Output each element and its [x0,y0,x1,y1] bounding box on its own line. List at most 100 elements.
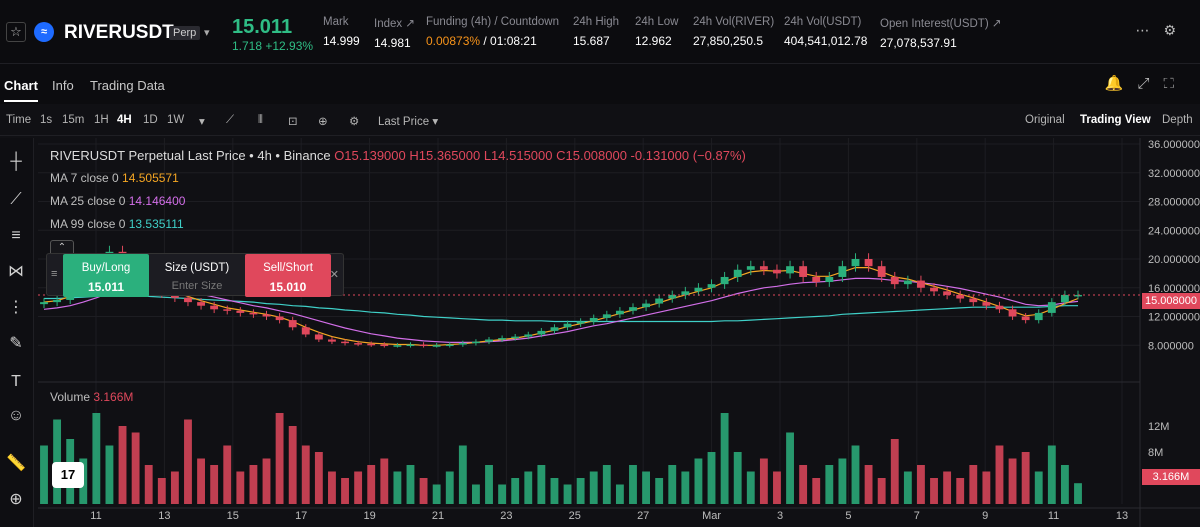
candle-body [40,302,48,305]
size-input[interactable]: Size (USDT) Enter Size [149,254,245,297]
interval-1d[interactable]: 1D [143,114,158,126]
text-tool-icon[interactable]: T [11,373,21,390]
candle-body [681,291,690,295]
candle-body [969,298,978,303]
symbol-dropdown-icon[interactable]: ▾ [204,27,210,39]
price-type-select[interactable]: Last Price ▾ [378,116,439,128]
volume-bar [524,471,533,504]
stat-mark: Mark 14.999 [323,16,360,48]
volume-bar [157,478,166,504]
volume-bar [328,471,336,504]
tab-chart[interactable]: Chart [4,78,38,93]
view-depth[interactable]: Depth [1162,114,1193,126]
drag-handle-icon[interactable]: ≡ [51,268,58,280]
candle-body [773,269,781,274]
volume-bar [511,478,520,504]
volume-bar [314,452,323,504]
stat-value: 15.687 [573,34,610,48]
interval-1s[interactable]: 1s [40,114,53,126]
candle-body [341,341,349,344]
candle-body [367,343,376,346]
volume-bar [53,419,62,504]
candle-body [1074,294,1082,297]
funding-countdown: / 01:08:21 [480,34,537,48]
tab-info[interactable]: Info [52,78,74,93]
interval-4h[interactable]: 4H [117,114,132,126]
ruler-icon[interactable]: 📏 [6,455,26,472]
candle-body [668,294,677,299]
screenshot-camera-icon[interactable]: ⊡ [288,116,298,128]
interval-1w[interactable]: 1W [167,114,185,126]
candle-body [328,339,336,342]
close-icon[interactable]: ✕ [329,269,339,281]
volume-tick-label: 8M [1148,447,1163,459]
interval-dropdown-icon[interactable]: ▾ [199,116,205,128]
buy-long-button[interactable]: Buy/Long 15.011 [63,254,149,297]
expand-icon[interactable]: ⤢ [1137,75,1164,92]
legend-ohlc: O15.139000 H15.365000 L14.515000 C15.008… [334,148,746,163]
current-price-tag: 15.008000 [1142,293,1200,309]
favorite-star-icon[interactable]: ☆ [6,22,26,42]
candle-body [537,330,546,335]
trend-line-icon[interactable]: ⟋ [10,191,22,208]
fib-tool-icon[interactable]: ⋮ [8,299,24,316]
candle-body [354,343,363,345]
stat-open-interest[interactable]: Open Interest(USDT) ↗ 27,078,537.91 [880,16,1001,50]
volume-bar [812,478,821,504]
candle-body [1060,294,1069,303]
interval-time[interactable]: Time [6,114,32,126]
candle-type-icon[interactable]: ⫴ [258,114,263,126]
add-plus-icon[interactable]: ⊕ [318,116,328,128]
indicator-icon[interactable]: ⟋ [226,114,235,126]
volume-bar [786,432,794,504]
price-chart[interactable]: 11 13 15 17 19 21 23 25 27 Mar 3 5 7 9 11 13 36.000000 32… [38,138,1200,527]
ma7-line [43,267,1079,346]
y-tick-label: 8.000000 [1148,340,1194,352]
tab-trading-data[interactable]: Trading Data [90,78,165,93]
volume-bar [917,465,925,504]
settings-gear-icon[interactable]: ⚙ [1163,22,1190,38]
candle-body [930,287,938,292]
candle-body [576,321,585,324]
volume-bar [432,484,441,504]
candle-body [445,344,454,347]
view-trading-view[interactable]: Trading View [1080,114,1151,126]
symbol-title[interactable]: RIVERUSDT [64,22,174,43]
pattern-icon[interactable]: ⋈ [8,263,24,280]
candle-body [511,336,520,339]
more-icon[interactable]: ⋯ [1135,22,1164,38]
volume-label: Volume [50,390,91,404]
volume-bar [288,426,297,504]
coin-logo-icon: ≈ [34,22,54,42]
stat-index[interactable]: Index ↗ 14.981 [374,16,415,50]
y-tick-label: 12.000000 [1148,312,1200,324]
volume-bar [707,452,716,504]
interval-15m[interactable]: 15m [62,114,85,126]
chart-settings-icon[interactable]: ⚙ [349,116,360,128]
fullscreen-icon[interactable]: ⛶ [1163,75,1188,92]
candle-body [589,317,598,322]
x-tick-label: 27 [637,510,649,522]
candle-body [864,259,873,267]
interval-1h[interactable]: 1H [94,114,109,126]
volume-bar [445,471,454,504]
view-original[interactable]: Original [1025,114,1065,126]
candle-body [943,291,952,295]
candle-body [655,298,664,304]
candle-body [917,280,925,288]
candle-body [602,314,611,318]
alert-bell-icon[interactable]: 🔔 [1104,75,1138,92]
emoji-icon[interactable]: ☺ [7,407,25,424]
chart-actions: 🔔⤢⛶ [1105,74,1188,92]
sell-short-button[interactable]: Sell/Short 15.010 [245,254,331,297]
zoom-in-icon[interactable]: ⊕ [9,491,23,508]
tradingview-logo-icon[interactable]: 17 [52,462,84,488]
crosshair-icon[interactable]: ┼ [10,153,22,170]
stat-value: 12.962 [635,34,672,48]
horizontal-lines-icon[interactable]: ≡ [11,227,21,244]
volume-bar [537,465,546,504]
volume-bar [223,445,232,504]
x-tick-label: 17 [295,510,307,522]
x-tick-label: 19 [363,510,375,522]
brush-icon[interactable]: ✎ [9,335,23,352]
